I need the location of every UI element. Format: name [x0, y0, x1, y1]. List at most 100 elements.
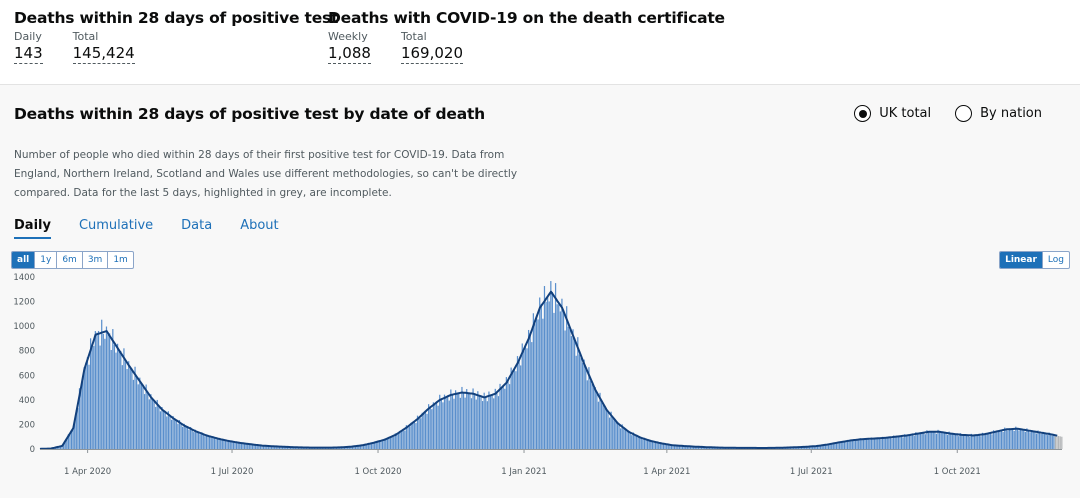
- bar: [864, 439, 865, 449]
- bar: [477, 391, 478, 449]
- bar: [961, 435, 962, 449]
- bar: [103, 334, 104, 449]
- bar: [533, 313, 534, 449]
- bar: [569, 329, 570, 449]
- bar: [596, 392, 597, 449]
- bar: [474, 394, 475, 449]
- bar: [891, 438, 892, 449]
- bar: [1047, 435, 1048, 449]
- bar: [447, 395, 448, 449]
- bar: [414, 421, 415, 449]
- bar: [560, 311, 561, 449]
- bar: [595, 387, 596, 449]
- bar: [917, 434, 918, 449]
- bar: [642, 440, 643, 449]
- bar: [498, 396, 499, 449]
- bar: [895, 437, 896, 449]
- bar: [523, 351, 524, 449]
- bar: [561, 299, 562, 449]
- bar: [226, 442, 227, 449]
- bar: [165, 412, 166, 449]
- bar: [983, 435, 984, 450]
- bar: [220, 439, 221, 449]
- bar: [972, 436, 973, 449]
- bar: [493, 398, 494, 449]
- bar: [166, 416, 167, 449]
- bar: [525, 345, 526, 449]
- bar: [495, 389, 496, 449]
- bar: [858, 441, 859, 449]
- bar: [249, 445, 250, 449]
- bar: [385, 439, 386, 449]
- bar: [839, 442, 840, 449]
- bar: [426, 414, 427, 449]
- bar: [160, 411, 161, 449]
- bar: [196, 432, 197, 449]
- bar: [636, 436, 637, 449]
- bar: [842, 442, 843, 449]
- bar: [169, 416, 170, 449]
- bar: [950, 434, 951, 449]
- bar: [204, 436, 205, 449]
- bar: [564, 330, 565, 449]
- bar: [98, 331, 99, 449]
- bar: [201, 432, 202, 449]
- bar: [149, 399, 150, 449]
- bar-incomplete: [1060, 436, 1061, 449]
- bar: [88, 365, 89, 449]
- bar: [476, 400, 477, 449]
- bar: [112, 329, 113, 449]
- bar: [612, 418, 613, 449]
- bar: [485, 397, 486, 449]
- bar: [522, 343, 523, 449]
- bar: [403, 429, 404, 449]
- bar: [1010, 429, 1011, 449]
- bar: [856, 440, 857, 449]
- bar: [457, 394, 458, 449]
- bar: [888, 437, 889, 449]
- bar: [133, 380, 134, 449]
- bar: [134, 367, 135, 449]
- bar: [868, 439, 869, 449]
- bar: [445, 397, 446, 449]
- bar: [417, 416, 418, 449]
- bar: [514, 368, 515, 449]
- bar: [1017, 429, 1018, 449]
- bar: [876, 439, 877, 449]
- bar: [880, 439, 881, 449]
- bar: [968, 435, 969, 449]
- bar: [499, 384, 500, 449]
- bar: [877, 438, 878, 449]
- bar: [1023, 429, 1024, 449]
- bar: [173, 416, 174, 449]
- bar: [177, 424, 178, 449]
- bar: [606, 408, 607, 449]
- bar: [555, 283, 556, 449]
- bar: [1022, 429, 1023, 449]
- bar: [977, 435, 978, 449]
- bar: [903, 437, 904, 449]
- bar: [539, 297, 540, 449]
- bar: [896, 437, 897, 449]
- bar: [188, 430, 189, 449]
- bar: [1031, 430, 1032, 449]
- bar: [122, 365, 123, 449]
- bar: [171, 420, 172, 449]
- bar: [582, 363, 583, 449]
- bar: [929, 432, 930, 449]
- bar: [511, 368, 512, 449]
- bar: [471, 398, 472, 449]
- bar: [96, 333, 97, 449]
- bar: [1012, 429, 1013, 449]
- bar: [609, 418, 610, 449]
- bar: [415, 423, 416, 449]
- x-tick-label: 1 Jan 2021: [501, 467, 547, 477]
- bar: [1026, 428, 1027, 449]
- bar: [418, 418, 419, 449]
- bar: [923, 432, 924, 449]
- bar: [628, 431, 629, 449]
- bar: [1007, 431, 1008, 449]
- bar: [928, 432, 929, 449]
- bar: [455, 390, 456, 449]
